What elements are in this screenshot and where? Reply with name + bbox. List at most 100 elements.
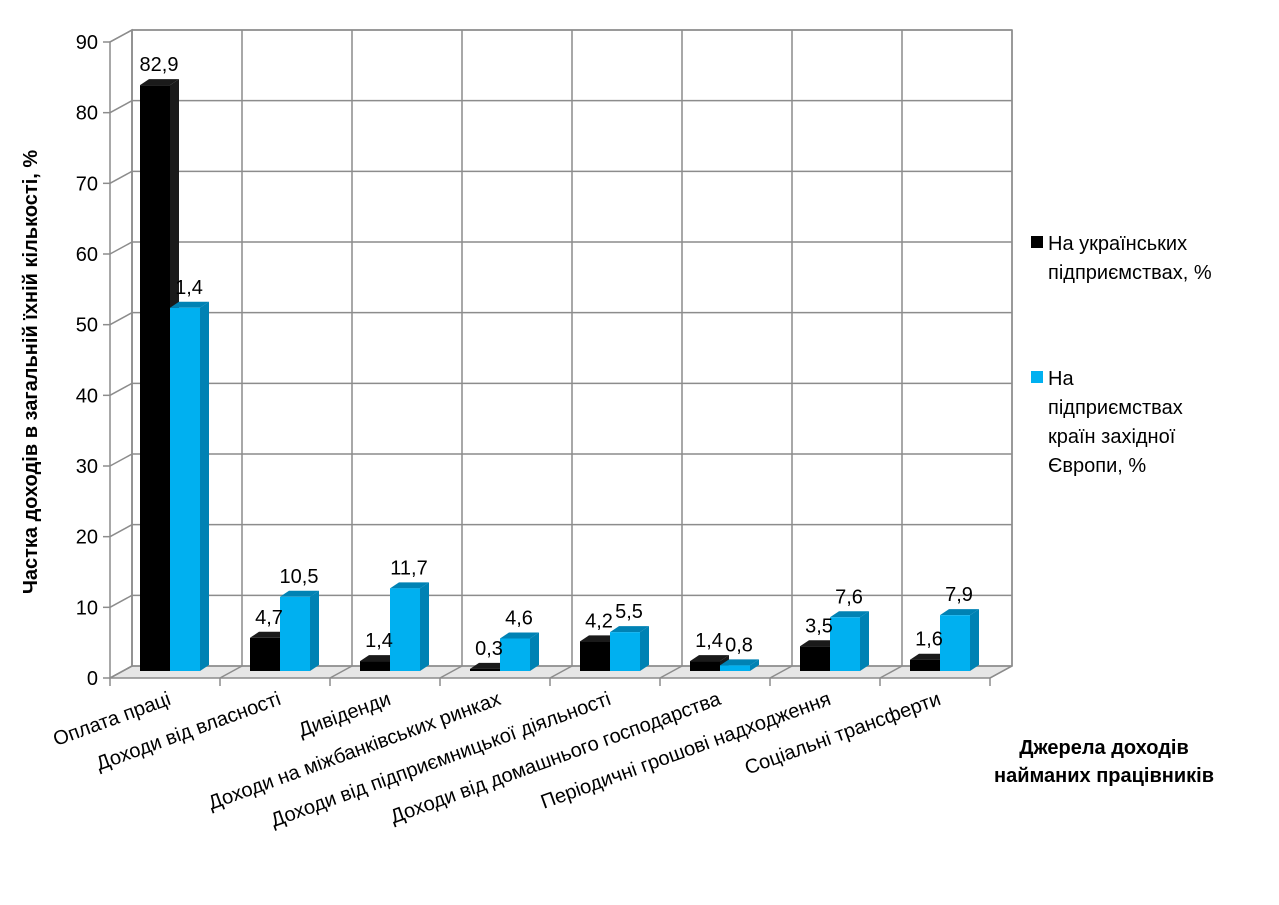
bar [470, 668, 500, 671]
bar [610, 632, 640, 671]
bar [280, 596, 310, 671]
bar-top [500, 632, 539, 639]
gridline-side [109, 170, 133, 184]
data-label: 4,6 [505, 607, 533, 629]
data-label: 1,4 [695, 630, 723, 652]
x-axis-title: Джерела доходів найманих працівників [994, 737, 1214, 787]
gridline-side [109, 241, 133, 255]
y-axis-title: Частка доходів в загальній їхній кількос… [20, 150, 42, 595]
bar-top [280, 590, 319, 597]
gridline-side [109, 29, 133, 43]
bar-top [910, 653, 949, 660]
floor-divider [109, 665, 133, 679]
legend-label: підприємствах, % [1048, 262, 1212, 284]
data-label: 1,6 [915, 629, 943, 651]
y-tick-label: 0 [87, 668, 98, 690]
bar-top [470, 662, 509, 669]
bar-side [640, 626, 649, 671]
floor-divider [989, 665, 1013, 679]
bars [140, 79, 979, 671]
bar-top [390, 582, 429, 589]
bar-side [420, 582, 429, 671]
bar-top [360, 655, 399, 662]
floor-divider [549, 665, 573, 679]
data-label: 82,9 [140, 54, 179, 76]
bar [720, 665, 750, 671]
data-label: 1,4 [365, 630, 393, 652]
floor-divider [439, 665, 463, 679]
data-label: 5,5 [615, 601, 643, 623]
legend-label: На [1048, 368, 1074, 390]
data-label: 11,7 [390, 557, 427, 579]
data-label: 4,7 [255, 607, 283, 629]
data-label: 7,9 [945, 584, 973, 606]
data-label: 4,2 [585, 610, 613, 632]
y-tick-label: 30 [76, 456, 98, 478]
legend-label: країн західної [1048, 426, 1176, 448]
x-category-label: Доходи від власності [93, 688, 283, 775]
bar [500, 638, 530, 671]
x-axis-title-line: Джерела доходів [1019, 737, 1189, 759]
y-tick-label: 40 [76, 385, 98, 407]
bar [800, 646, 830, 671]
chart-side-wall [109, 28, 133, 680]
bar-top [140, 79, 179, 86]
data-label: 7,6 [835, 586, 863, 608]
floor-divider [219, 665, 243, 679]
legend-label: На українських [1048, 233, 1187, 255]
floor-divider [659, 665, 683, 679]
gridline-side [109, 312, 133, 326]
bar-top [250, 631, 289, 638]
gridline-side [109, 453, 133, 467]
floor-divider [879, 665, 903, 679]
bar-top [800, 640, 839, 647]
data-label: 0,3 [475, 638, 503, 660]
y-tick-label: 50 [76, 315, 98, 337]
bar [250, 637, 280, 671]
bar [360, 661, 390, 671]
bar [690, 661, 720, 671]
bar-top [580, 635, 619, 642]
y-tick-label: 20 [76, 527, 98, 549]
bar [580, 641, 610, 671]
bar-side [530, 632, 539, 671]
bar [390, 588, 420, 671]
bar-side [200, 301, 209, 671]
data-label: 1,4 [175, 277, 203, 299]
bar-side [860, 611, 869, 671]
bar-top [720, 659, 759, 666]
x-axis-title-line: найманих працівників [994, 765, 1214, 787]
y-axis-ticks: 0 10 20 30 40 50 60 70 80 90 [76, 32, 98, 690]
gridline-side [109, 524, 133, 538]
data-label: 10,5 [280, 566, 319, 588]
x-category-label: Соціальні трансферти [742, 688, 944, 779]
y-tick-label: 60 [76, 244, 98, 266]
bar-top [940, 609, 979, 616]
legend-swatch [1031, 236, 1043, 248]
bar-top [170, 301, 209, 308]
legend-label: підприємствах [1048, 397, 1183, 419]
floor-divider [769, 665, 793, 679]
legend-swatch [1031, 371, 1043, 383]
bar [940, 615, 970, 671]
bar-top [830, 611, 869, 618]
gridline-side [109, 382, 133, 396]
y-tick-label: 80 [76, 103, 98, 125]
bar-top [610, 626, 649, 633]
bar [910, 659, 940, 671]
legend-label: Європи, % [1048, 455, 1146, 477]
bar-side [750, 659, 759, 671]
bar [830, 617, 860, 671]
bar [170, 307, 200, 671]
chart-walls [109, 28, 1013, 680]
data-labels: 82,91,44,710,51,411,70,34,6 4,2 5,51,4 0,83… [140, 54, 973, 660]
bar [140, 85, 170, 671]
legend: На українських підприємствах, % На підприєм… [1031, 233, 1212, 477]
gridlines [103, 29, 1013, 686]
bar-side [310, 590, 319, 671]
y-tick-label: 70 [76, 173, 98, 195]
gridline-side [109, 100, 133, 114]
gridline-side [109, 594, 133, 608]
